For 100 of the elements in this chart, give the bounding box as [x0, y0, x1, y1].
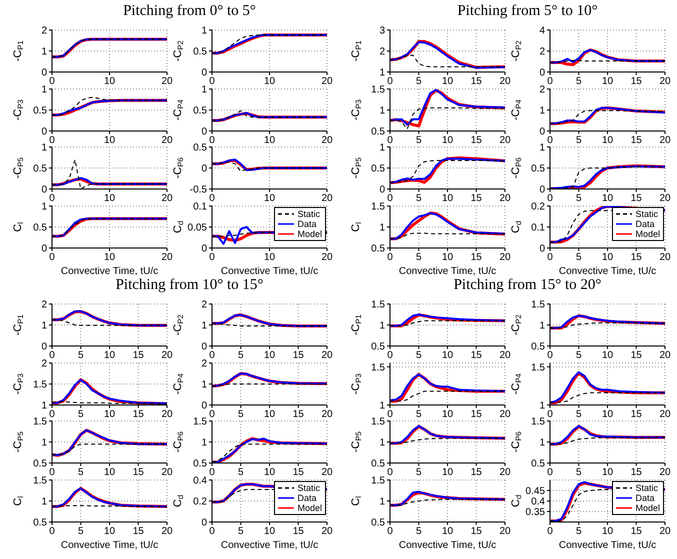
y-tick-label: 1	[41, 84, 48, 96]
x-tick-label: 5	[416, 467, 422, 478]
x-tick-label: 10	[264, 526, 276, 537]
x-tick-label: 20	[321, 408, 333, 420]
y-tick-label: 1.5	[371, 300, 386, 311]
legend-label: Static	[297, 208, 320, 218]
x-tick-label: 15	[630, 134, 642, 146]
x-tick-label: 0	[387, 526, 394, 537]
y-tick-label: 1.5	[371, 416, 386, 428]
x-tick-label: 10	[264, 467, 276, 478]
x-tick-label: 10	[104, 134, 116, 146]
x-tick-label: 0	[49, 193, 56, 204]
x-tick-label: 15	[132, 350, 144, 362]
x-tick-label: 10	[442, 350, 454, 362]
x-tick-label: 20	[499, 526, 511, 537]
y-tick-label: 1	[379, 496, 386, 508]
x-tick-label: 20	[499, 193, 511, 204]
x-tick-label: 5	[416, 134, 422, 146]
y-tick-label: 0	[201, 517, 208, 528]
x-tick-label: 15	[630, 76, 642, 88]
y-tick-label: 0	[41, 342, 48, 353]
y-tick-label: 0	[201, 126, 208, 138]
x-tick-label: 5	[576, 467, 582, 478]
x-tick-label: 10	[264, 134, 276, 146]
x-tick-label: 15	[470, 526, 482, 537]
x-tick-label: 5	[238, 526, 244, 537]
y-tick-label: -0.5	[190, 184, 208, 196]
x-tick-label: 10	[602, 350, 614, 362]
x-axis-title: Convective Time, tU/c	[60, 540, 158, 550]
y-tick-label: 1	[41, 201, 48, 212]
x-tick-label: 0	[209, 350, 216, 362]
x-tick-label: 10	[264, 350, 276, 362]
x-tick-label: 15	[470, 467, 482, 478]
y-tick-label: 0.5	[193, 142, 208, 154]
x-tick-label: 10	[104, 193, 116, 204]
x-tick-label: 20	[321, 252, 333, 263]
y-tick-label: 0	[201, 342, 208, 353]
legend-label: Model	[297, 228, 322, 238]
x-tick-label: 0	[49, 408, 56, 420]
y-tick-label: 0.1	[193, 201, 208, 212]
legend-label: Data	[635, 492, 654, 502]
y-tick-label: 0.5	[193, 105, 208, 116]
x-tick-label: 0	[547, 467, 554, 478]
x-tick-label: 15	[470, 193, 482, 204]
x-tick-label: 5	[416, 350, 422, 362]
x-tick-label: 0	[209, 252, 216, 263]
y-tick-label: 1	[41, 142, 48, 154]
y-tick-label: 2	[41, 358, 48, 370]
x-tick-label: 20	[161, 408, 173, 420]
y-tick-label: 1	[41, 320, 48, 332]
x-tick-label: 20	[161, 467, 173, 478]
x-tick-label: 5	[576, 193, 582, 204]
y-tick-label: 2	[539, 46, 546, 58]
x-tick-label: 20	[161, 350, 173, 362]
legend-label: Static	[297, 482, 320, 492]
x-tick-label: 5	[78, 526, 84, 537]
x-tick-label: 15	[630, 467, 642, 478]
x-tick-label: 20	[659, 526, 671, 537]
x-tick-label: 10	[602, 526, 614, 537]
x-tick-label: 5	[78, 467, 84, 478]
y-tick-label: 1	[379, 142, 386, 154]
x-tick-label: 5	[416, 252, 422, 263]
x-tick-label: 10	[602, 467, 614, 478]
x-tick-label: 15	[292, 526, 304, 537]
x-tick-label: 5	[416, 76, 422, 88]
y-tick-label: 1	[379, 438, 386, 449]
x-tick-label: 15	[630, 350, 642, 362]
chart-title: Pitching from 5° to 10°	[456, 3, 599, 20]
x-tick-label: 0	[209, 408, 216, 420]
y-tick-label: 2	[41, 300, 48, 311]
y-tick-label: 2	[201, 300, 208, 311]
x-tick-label: 0	[49, 526, 56, 537]
x-tick-label: 10	[602, 193, 614, 204]
y-tick-label: 0	[41, 184, 48, 196]
x-tick-label: 20	[161, 134, 173, 146]
y-tick-label: 1	[539, 320, 546, 332]
x-tick-label: 10	[104, 408, 116, 420]
x-tick-label: 20	[321, 467, 333, 478]
y-tick-label: 0.5	[371, 164, 386, 175]
x-tick-label: 15	[630, 408, 642, 420]
y-tick-label: 0	[201, 400, 208, 412]
y-tick-label: 0	[201, 243, 208, 254]
legend-label: Model	[635, 502, 660, 512]
y-tick-label: 1	[539, 400, 546, 412]
x-tick-label: 15	[132, 408, 144, 420]
x-tick-label: 20	[161, 76, 173, 88]
x-tick-label: 5	[238, 408, 244, 420]
x-tick-label: 20	[659, 134, 671, 146]
legend-label: Model	[635, 228, 660, 238]
x-tick-label: 5	[576, 408, 582, 420]
x-tick-label: 0	[547, 252, 554, 263]
x-tick-label: 10	[104, 76, 116, 88]
x-tick-label: 20	[499, 134, 511, 146]
x-tick-label: 0	[387, 252, 394, 263]
y-tick-label: 1	[201, 26, 208, 37]
x-tick-label: 0	[547, 350, 554, 362]
x-tick-label: 10	[104, 526, 116, 537]
y-tick-label: 1	[41, 438, 48, 449]
x-tick-label: 20	[321, 193, 333, 204]
x-tick-label: 15	[470, 76, 482, 88]
